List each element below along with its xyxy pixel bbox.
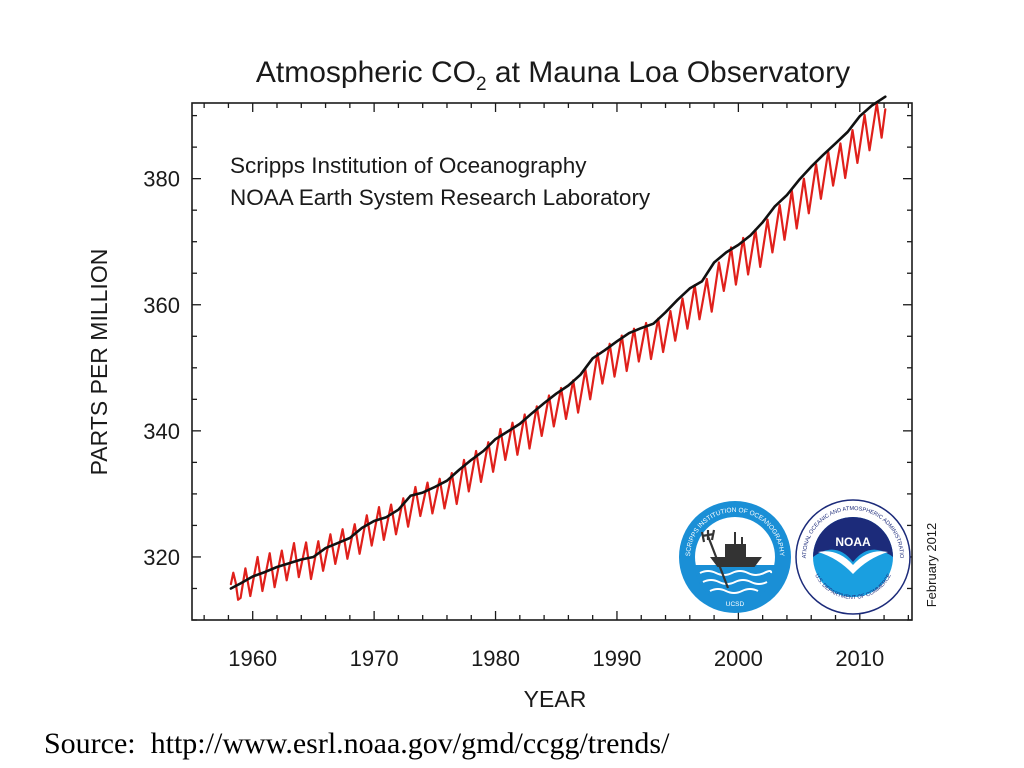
plot-frame <box>191 102 913 621</box>
scripps-logo-bottom-text: UCSD <box>726 601 745 608</box>
y-axis: 320 340 360 380 <box>143 114 912 621</box>
y-tick-label: 380 <box>143 167 180 192</box>
series-layer <box>229 95 887 601</box>
x-tick-label: 2010 <box>835 646 884 671</box>
x-tick-label: 1960 <box>228 646 277 671</box>
y-axis-title: PARTS PER MILLION <box>86 249 112 476</box>
scripps-logo-waves <box>699 570 773 594</box>
x-tick-label: 2000 <box>714 646 763 671</box>
y-tick-label: 340 <box>143 419 180 444</box>
x-tick-label: 1970 <box>350 646 399 671</box>
inset-line-noaa: NOAA Earth System Research Laboratory <box>230 185 651 210</box>
chart-title-prefix: Atmospheric CO <box>256 56 476 89</box>
chart-title-subscript: 2 <box>476 74 487 95</box>
date-stamp: February 2012 <box>924 523 939 608</box>
chart-title: Atmospheric CO2 at Mauna Loa Observatory <box>256 56 850 95</box>
y-tick-label: 360 <box>143 293 180 318</box>
ship-icon <box>710 532 762 567</box>
inset-line-scripps: Scripps Institution of Oceanography <box>230 153 587 178</box>
chart-title-suffix: at Mauna Loa Observatory <box>487 56 851 89</box>
monthly-co2-line <box>229 101 887 601</box>
x-tick-label: 1980 <box>471 646 520 671</box>
y-tick-label: 320 <box>143 545 180 570</box>
x-tick-label: 1990 <box>592 646 641 671</box>
noaa-logo-center-text: NOAA <box>835 535 871 549</box>
annual-trend-line <box>229 95 887 590</box>
scripps-logo: SCRIPPS INSTITUTION OF OCEANOGRAPHY UCSD <box>679 501 791 613</box>
noaa-logo-sky <box>813 517 893 562</box>
seagull-icon <box>818 551 888 574</box>
x-axis-title: YEAR <box>524 686 587 712</box>
source-citation: Source: http://www.esrl.noaa.gov/gmd/ccg… <box>44 727 670 760</box>
x-axis: 1960 1970 1980 1990 2000 2010 <box>203 103 910 671</box>
trident-icon <box>700 529 730 589</box>
